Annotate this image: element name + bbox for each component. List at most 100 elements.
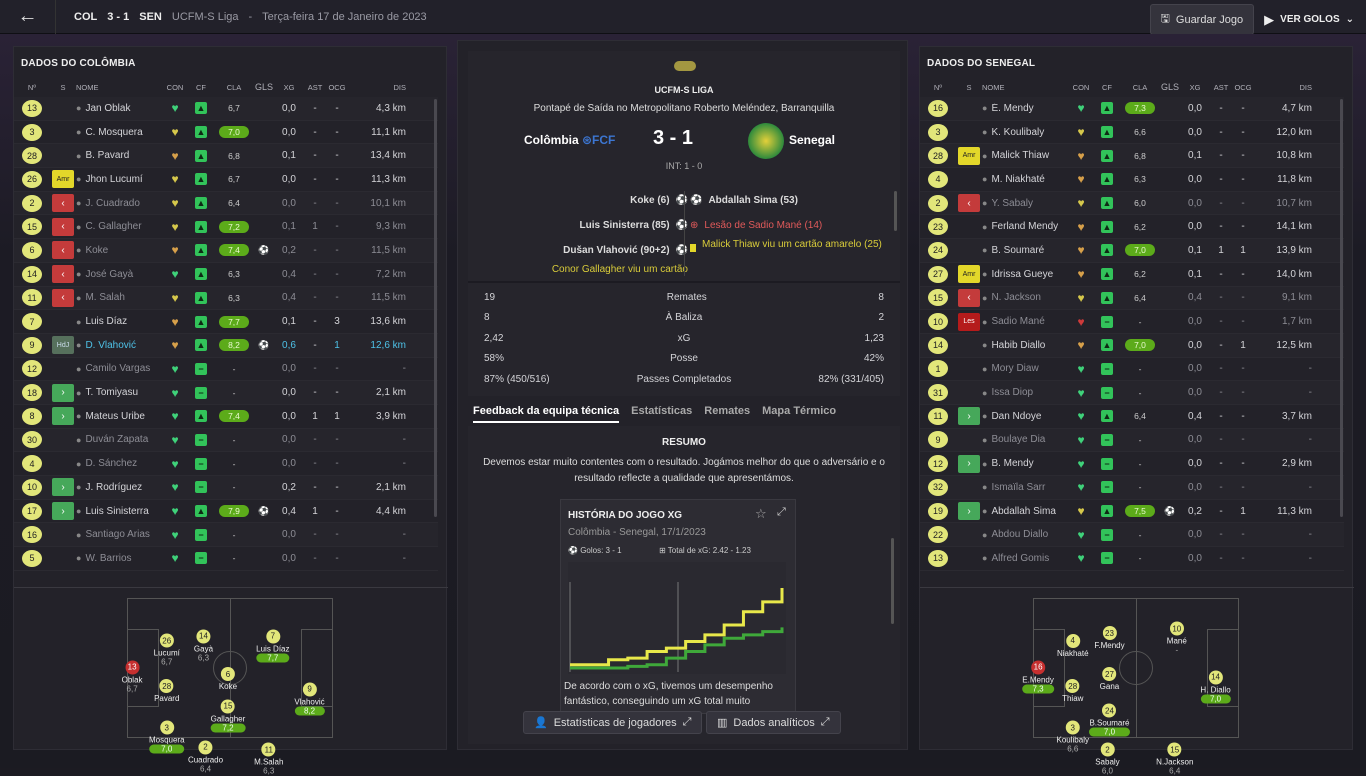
- player-name[interactable]: Ismaïla Sarr: [991, 481, 1046, 493]
- col-name[interactable]: NOME: [982, 82, 1005, 92]
- col-ast[interactable]: AST: [307, 82, 323, 92]
- table-row[interactable]: 31 ● Issa Diop ♥ − - 0,0 - - -: [920, 381, 1344, 405]
- player-name[interactable]: Abdou Diallo: [991, 529, 1049, 541]
- expand-icon[interactable]: ⤢: [777, 506, 786, 518]
- back-arrow-icon[interactable]: ←: [0, 0, 56, 34]
- player-name[interactable]: N. Jackson: [991, 292, 1041, 304]
- formation-player[interactable]: 16 E.Mendy 7,3: [1022, 660, 1054, 694]
- player-name[interactable]: Ferland Mendy: [991, 221, 1059, 233]
- table-row[interactable]: 8 › ● Mateus Uribe ♥ ▲ 7,4 0,0 1 1 3,9 km: [14, 405, 438, 429]
- table-row[interactable]: 24 ● B. Soumaré ♥ ▲ 7,0 0,1 1 1 13,9 km: [920, 239, 1344, 263]
- col-ast[interactable]: AST: [1213, 82, 1229, 92]
- player-name[interactable]: Luis Sinisterra: [85, 505, 149, 517]
- table-row[interactable]: 10 Les ● Sadio Mané ♥ − - 0,0 - - 1,7 km: [920, 310, 1344, 334]
- table-row[interactable]: 14 ‹ ● José Gayà ♥ ▲ 6,3 0,4 - - 7,2 km: [14, 263, 438, 287]
- table-row[interactable]: 18 › ● T. Tomiyasu ♥ − - 0,0 - - 2,1 km: [14, 381, 438, 405]
- table-row[interactable]: 15 ‹ ● C. Gallagher ♥ ▲ 7,2 0,1 1 - 9,3 km: [14, 215, 438, 240]
- table-row[interactable]: 3 ● K. Koulibaly ♥ ▲ 6,6 0,0 - - 12,0 km: [920, 121, 1344, 145]
- player-name[interactable]: C. Gallagher: [85, 221, 142, 233]
- player-name[interactable]: Abdallah Sima: [991, 505, 1056, 517]
- player-name[interactable]: É. Mendy: [991, 102, 1034, 114]
- table-row[interactable]: 15 ‹ ● N. Jackson ♥ ▲ 6,4 0,4 - - 9,1 km: [920, 286, 1344, 311]
- player-name[interactable]: M. Salah: [85, 292, 125, 304]
- player-name[interactable]: Camilo Vargas: [85, 363, 151, 375]
- formation-player[interactable]: 26 Lucumí 6,7: [154, 633, 180, 667]
- formation-player[interactable]: 11 M.Salah 6,3: [254, 742, 283, 776]
- player-name[interactable]: Mory Diaw: [991, 363, 1039, 375]
- formation-player[interactable]: 15 Gallagher 7,2: [210, 699, 246, 733]
- col-cla[interactable]: CLA: [226, 82, 242, 92]
- table-row[interactable]: 13 ● Alfred Gomis ♥ − - 0,0 - - -: [920, 547, 1344, 571]
- table-row[interactable]: 2 ‹ ● Y. Sabaly ♥ ▲ 6,0 0,0 - - 10,7 km: [920, 191, 1344, 216]
- table-row[interactable]: 28 Amr ● Malick Thiaw ♥ ▲ 6,8 0,1 - - 10,8 km: [920, 144, 1344, 169]
- formation-player[interactable]: 3 Koulibaly 6,6: [1057, 720, 1089, 754]
- tab-stats[interactable]: Estatísticas: [631, 405, 693, 417]
- col-s[interactable]: S: [966, 82, 972, 92]
- col-con[interactable]: CON: [166, 82, 184, 92]
- league-name[interactable]: UCFM-S Liga: [171, 10, 239, 23]
- home-team-name[interactable]: Colômbia: [524, 133, 579, 147]
- away-team-name[interactable]: Senegal: [789, 133, 836, 147]
- player-name[interactable]: Idrissa Gueye: [991, 268, 1054, 280]
- col-n[interactable]: Nº: [27, 82, 37, 92]
- col-dis[interactable]: DIS: [1299, 82, 1312, 92]
- player-name[interactable]: W. Barrios: [85, 552, 132, 564]
- player-name[interactable]: J. Cuadrado: [85, 197, 140, 209]
- player-name[interactable]: D. Vlahović: [85, 339, 137, 351]
- scrollbar[interactable]: [434, 99, 437, 517]
- table-row[interactable]: 22 ● Abdou Diallo ♥ − - 0,0 - - -: [920, 523, 1344, 548]
- formation-player[interactable]: 13 Oblak 6,7: [122, 660, 143, 693]
- player-name[interactable]: T. Tomiyasu: [85, 387, 139, 399]
- player-name[interactable]: Y. Sabaly: [991, 197, 1033, 209]
- player-name[interactable]: C. Mosquera: [85, 126, 143, 138]
- player-name[interactable]: Koke: [85, 244, 109, 256]
- table-row[interactable]: 2 ‹ ● J. Cuadrado ♥ ▲ 6,4 0,0 - - 10,1 km: [14, 191, 438, 216]
- table-row[interactable]: 9 ● Boulaye Dia ♥ − - 0,0 - - -: [920, 428, 1344, 453]
- formation-player[interactable]: 14 Gayà 6,3: [194, 629, 213, 662]
- table-row[interactable]: 11 › ● Dan Ndoye ♥ ▲ 6,4 0,4 - - 3,7 km: [920, 405, 1344, 429]
- events-scrollbar[interactable]: [894, 191, 897, 231]
- tab-feedback[interactable]: Feedback da equipa técnica: [473, 405, 620, 423]
- table-row[interactable]: 7 ● Luis Díaz ♥ ▲ 7,7 0,1 - 3 13,6 km: [14, 310, 438, 334]
- formation-player[interactable]: 6 Koke: [219, 667, 237, 691]
- table-row[interactable]: 10 › ● J. Rodríguez ♥ − - 0,2 - - 2,1 km: [14, 476, 438, 500]
- view-goals-button[interactable]: ▶ VER GOLOS ⌄: [1264, 11, 1354, 27]
- player-name[interactable]: Jhon Lucumí: [85, 173, 143, 185]
- table-row[interactable]: 16 ● É. Mendy ♥ ▲ 7,3 0,0 - - 4,7 km: [920, 97, 1344, 121]
- col-xg[interactable]: XG: [1189, 82, 1201, 92]
- senegal-formation-pitch[interactable]: 16 E.Mendy 7,3 4 Niakhaté 28 Thiaw 3 Koulibaly 6,…: [1022, 598, 1239, 776]
- tab-shots[interactable]: Remates: [704, 405, 751, 417]
- col-cf[interactable]: CF: [1102, 82, 1112, 92]
- formation-player[interactable]: 10 Mané -: [1167, 621, 1187, 655]
- player-name[interactable]: K. Koulibaly: [991, 126, 1045, 138]
- table-row[interactable]: 32 ● Ismaïla Sarr ♥ − - 0,0 - - -: [920, 476, 1344, 500]
- col-name[interactable]: NOME: [76, 82, 99, 92]
- col-gls[interactable]: GLS: [254, 82, 273, 92]
- table-row[interactable]: 6 ‹ ● Koke ♥ ▲ 7,4 ⚽ 0,2 - - 11,5 km: [14, 239, 438, 263]
- table-row[interactable]: 11 ‹ ● M. Salah ♥ ▲ 6,3 0,4 - - 11,5 km: [14, 286, 438, 311]
- formation-player[interactable]: 2 Cuadrado 6,4: [188, 740, 223, 773]
- table-row[interactable]: 28 ● B. Pavard ♥ ▲ 6,8 0,1 - - 13,4 km: [14, 144, 438, 169]
- player-name[interactable]: Santiago Arias: [85, 529, 150, 541]
- table-row[interactable]: 5 ● W. Barrios ♥ − - 0,0 - - -: [14, 547, 438, 571]
- player-stats-button[interactable]: 👤 Estatísticas de jogadores ⤢: [523, 711, 703, 734]
- col-dis[interactable]: DIS: [393, 82, 406, 92]
- player-name[interactable]: Alfred Gomis: [991, 552, 1050, 564]
- player-name[interactable]: José Gayà: [85, 268, 134, 280]
- formation-player[interactable]: 14 H. Diallo 7,0: [1200, 670, 1231, 704]
- player-name[interactable]: Malick Thiaw: [991, 150, 1050, 162]
- player-name[interactable]: Boulaye Dia: [991, 434, 1046, 446]
- formation-player[interactable]: 3 Mosquera 7,0: [148, 720, 185, 754]
- formation-player[interactable]: 28 Pavard: [154, 679, 179, 703]
- table-row[interactable]: 30 ● Duván Zapata ♥ − - 0,0 - - -: [14, 428, 438, 453]
- player-name[interactable]: B. Soumaré: [991, 244, 1045, 256]
- table-row[interactable]: 13 ● Jan Oblak ♥ ▲ 6,7 0,0 - - 4,3 km: [14, 97, 438, 121]
- tab-heatmap[interactable]: Mapa Térmico: [762, 405, 837, 417]
- col-xg[interactable]: XG: [283, 82, 295, 92]
- player-name[interactable]: B. Pavard: [85, 150, 130, 162]
- player-name[interactable]: Issa Diop: [991, 387, 1034, 399]
- player-name[interactable]: Dan Ndoye: [991, 410, 1042, 422]
- player-name[interactable]: Sadio Mané: [991, 316, 1045, 328]
- player-name[interactable]: M. Niakhaté: [991, 173, 1045, 185]
- col-cf[interactable]: CF: [196, 82, 206, 92]
